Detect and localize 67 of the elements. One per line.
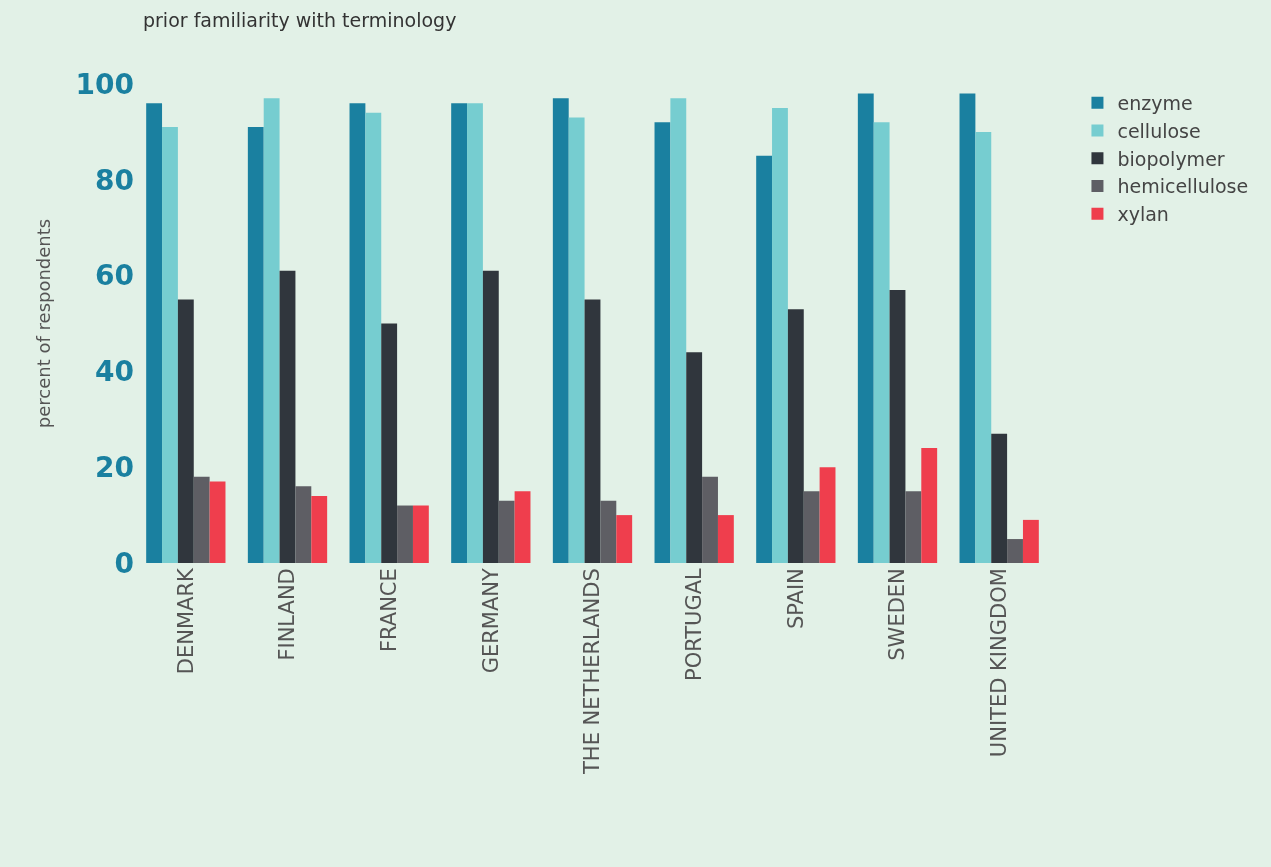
bar [146,103,163,563]
bar [1022,519,1039,563]
bar [921,448,938,563]
bar [756,155,773,563]
bar [803,491,820,563]
y-tick-label: 20 [95,451,134,484]
bar [381,323,398,563]
bar [365,112,382,563]
bar [686,352,703,563]
bar [349,103,366,563]
bar [584,299,601,563]
bar [873,122,890,563]
bar [162,127,178,563]
bar [209,481,226,563]
bar [670,98,687,563]
bar [568,117,585,563]
x-tick-label: SWEDEN [885,568,910,661]
bar [311,495,328,563]
y-tick-label: 40 [95,355,134,389]
bar [263,98,280,563]
legend-label: cellulose [1117,119,1201,142]
bar [247,127,264,563]
legend-label: biopolymer [1117,147,1225,170]
y-tick-label: 100 [75,67,134,101]
y-tick-label: 80 [95,163,134,197]
y-tick-label: 60 [95,259,134,293]
bar [498,500,515,563]
bar [654,122,671,563]
legend-label: enzyme [1117,92,1193,115]
x-tick-label: UNITED KINGDOM [986,568,1011,758]
x-tick-label: DENMARK [173,566,198,675]
bar [975,131,992,563]
y-tick-label: 0 [114,546,134,580]
y-axis-title: percent of respondents [32,218,54,429]
bar [787,309,804,563]
bar [451,103,468,563]
bar [616,515,633,563]
bar [412,505,429,563]
bar [514,491,531,563]
bar [279,270,296,563]
x-tick-label: THE NETHERLANDS [580,568,605,775]
chart-title: prior familiarity with terminology [143,8,457,31]
bar [467,103,483,563]
x-tick-label: FRANCE [377,568,401,653]
bar [177,299,194,563]
bar [889,289,906,563]
bar [959,93,976,563]
bar [482,270,499,563]
bar [295,486,312,563]
bar [819,467,836,563]
bar [857,93,874,563]
legend-label: hemicellulose [1117,175,1249,198]
x-tick-label: SPAIN [783,568,808,630]
legend-label: xylan [1117,203,1169,226]
x-tick-label: GERMANY [478,568,503,674]
bar [905,491,922,563]
x-tick-label: PORTUGAL [681,567,706,681]
bar [702,476,718,563]
bar [552,98,569,563]
bar [991,433,1008,563]
bar [717,515,734,563]
bar [397,505,413,563]
bar [600,500,617,563]
bar [193,476,210,563]
bar [772,107,788,563]
bar [1007,539,1023,563]
x-tick-label: FINLAND [275,568,300,661]
